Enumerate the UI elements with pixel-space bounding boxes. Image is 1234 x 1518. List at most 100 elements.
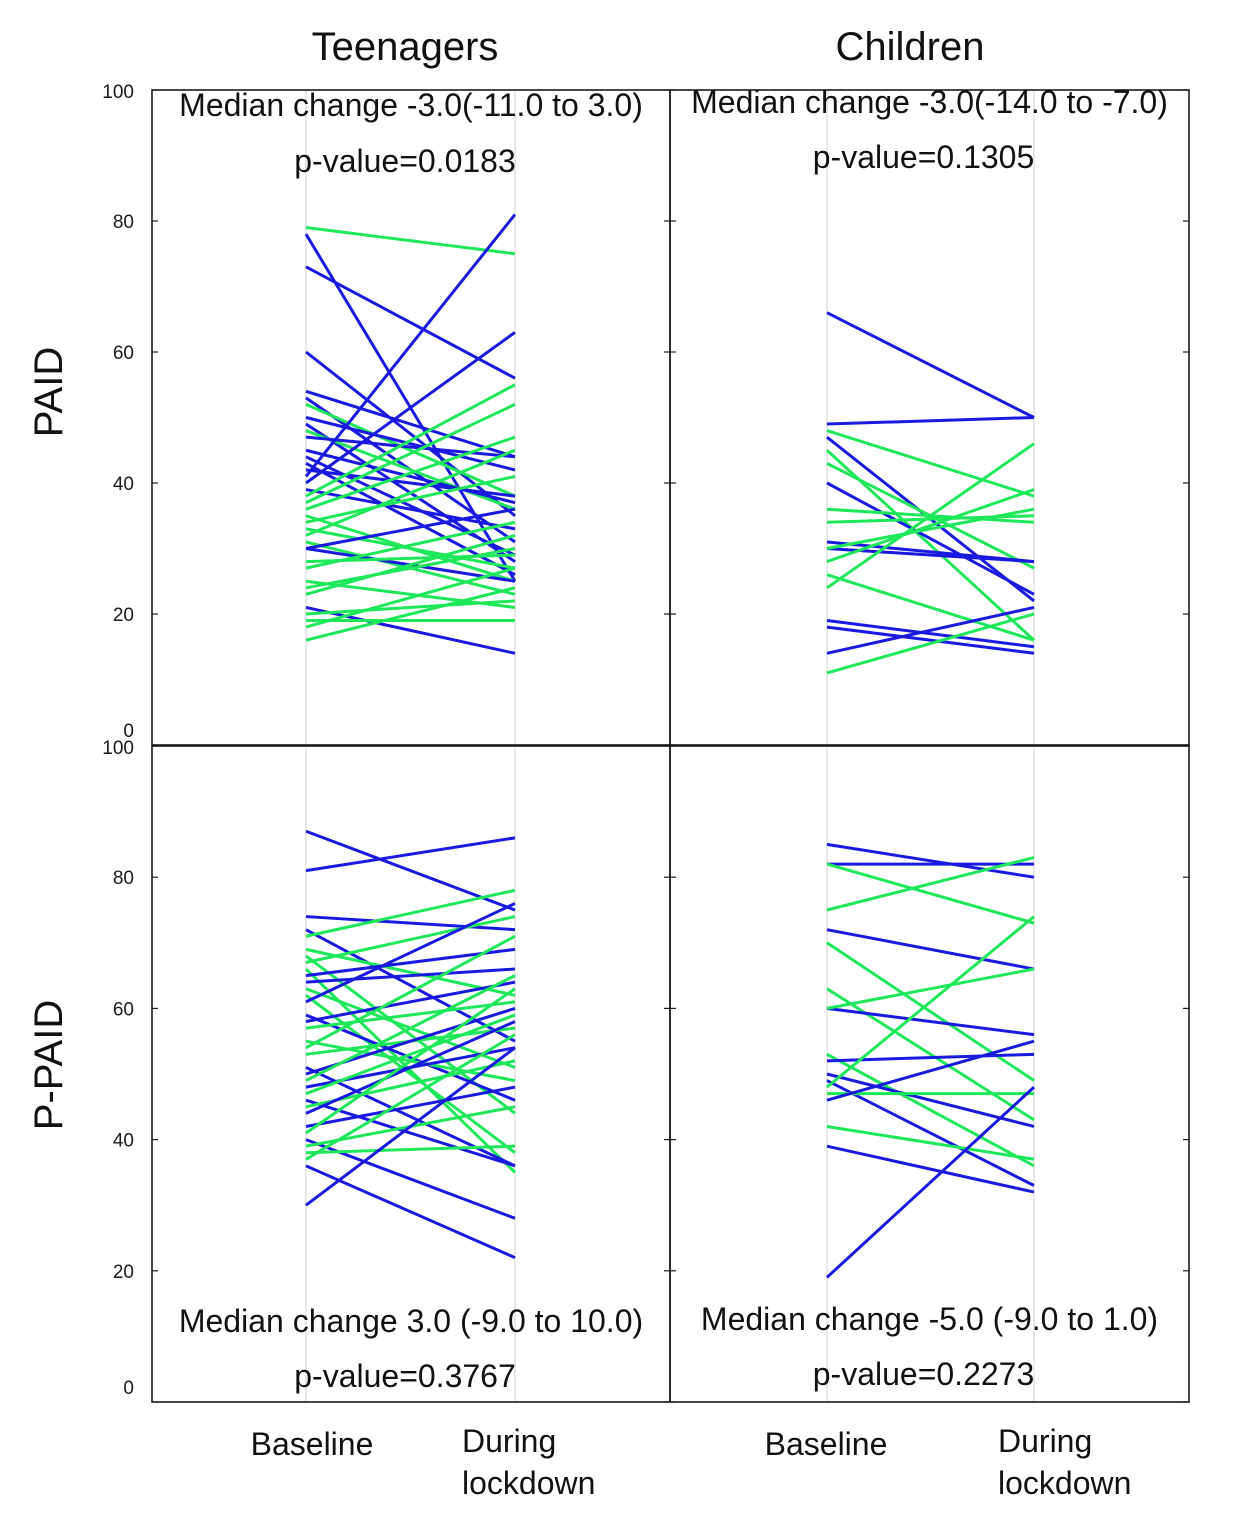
subject-line-teen-ppaid-35 (305, 1164, 516, 1260)
subject-line-teen-ppaid-17 (305, 1000, 516, 1030)
subject-line-teen-paid-3 (305, 265, 516, 380)
subject-line-child-paid-12 (826, 488, 1035, 564)
subject-line-teen-ppaid-36 (305, 1046, 516, 1207)
subject-line-teen-ppaid-5 (305, 888, 516, 938)
y-tick-label: 100 (102, 738, 134, 759)
y-tick-label: 20 (113, 1262, 134, 1283)
subject-line-child-ppaid-17 (826, 1124, 1035, 1161)
subject-line-teen-paid-20 (305, 403, 516, 505)
subject-line-child-paid-15 (826, 619, 1035, 649)
y-tick-label: 100 (102, 82, 134, 103)
subject-line-child-ppaid-8 (826, 1006, 1035, 1037)
panel-teen-paid: 0 20 40 60 80 100 Median change -3.0(-11.0 to … (102, 82, 671, 746)
subject-line-child-ppaid-13 (826, 1079, 1035, 1187)
subject-line-teen-ppaid-11 (305, 967, 516, 984)
subject-line-teen-paid-30 (305, 520, 516, 570)
subject-line-child-ppaid-1 (826, 842, 1035, 879)
p-value-annotation: p-value=0.2273 (813, 1356, 1035, 1392)
panel-teen-ppaid: 0 20 40 60 80 100 Median change 3.0 (-9.0 to 1… (102, 738, 671, 1403)
subject-line-teen-paid-1 (305, 226, 516, 256)
subject-line-teen-ppaid-33 (305, 1144, 516, 1155)
subject-line-teen-paid-21 (305, 435, 516, 511)
subject-line-teen-ppaid-16 (305, 980, 516, 1023)
subject-line-teen-paid-24 (305, 527, 516, 570)
plot-frame (151, 89, 671, 746)
p-value-annotation: p-value=0.1305 (813, 139, 1035, 175)
p-value-annotation: p-value=0.0183 (294, 143, 516, 179)
panel-child-paid: Median change -3.0(-14.0 to -7.0) p-value… (669, 84, 1190, 746)
subject-line-teen-paid-5 (305, 389, 516, 459)
subject-line-child-paid-1 (826, 311, 1035, 419)
subject-line-teen-paid-23 (305, 474, 516, 524)
subject-line-teen-ppaid-25 (305, 1013, 516, 1096)
subject-line-teen-paid-4 (305, 350, 516, 517)
subject-line-teen-paid-15 (305, 468, 516, 498)
subject-line-child-paid-13 (826, 573, 1035, 642)
subject-line-child-paid-3 (826, 429, 1035, 498)
x-category-lockdown-child-line1: During (998, 1423, 1092, 1459)
subject-line-teen-ppaid-19 (305, 934, 516, 1050)
subject-line-teen-ppaid-30 (305, 987, 516, 1135)
subject-line-teen-ppaid-4 (305, 928, 516, 1043)
subject-line-teen-ppaid-23 (305, 974, 516, 1082)
subject-line-teen-paid-34 (305, 605, 516, 655)
subject-line-teen-paid-19 (305, 383, 516, 498)
subject-line-teen-paid-11 (305, 435, 516, 459)
subject-line-child-ppaid-7 (826, 987, 1035, 1122)
subject-line-teen-ppaid-13 (305, 994, 516, 1154)
subject-line-child-paid-18 (826, 612, 1035, 675)
y-tick-label: 60 (113, 999, 134, 1020)
subject-line-teen-paid-25 (305, 448, 516, 537)
y-tick-label: 80 (113, 212, 134, 233)
subject-line-teen-ppaid-21 (305, 1066, 516, 1168)
subject-line-teen-paid-35 (305, 599, 516, 616)
subject-line-child-ppaid-14 (826, 915, 1035, 1089)
panel-title-teenagers: Teenagers (312, 25, 499, 69)
p-value-annotation: p-value=0.3767 (294, 1358, 516, 1394)
subject-line-teen-ppaid-8 (305, 915, 516, 964)
subject-line-child-paid-2 (826, 416, 1035, 426)
subject-line-teen-ppaid-2 (305, 836, 516, 873)
subject-line-child-paid-14 (826, 442, 1035, 590)
subject-line-teen-paid-32 (305, 547, 516, 590)
panel-child-ppaid: Median change -5.0 (-9.0 to 1.0) p-value=… (669, 745, 1190, 1403)
row-title-p-paid: P-PAID (27, 1000, 71, 1130)
subject-line-teen-paid-37 (305, 586, 516, 642)
x-category-lockdown-child-line2: lockdown (998, 1465, 1131, 1501)
y-tick-label: 0 (123, 721, 134, 742)
y-tick-label: 60 (113, 343, 134, 364)
subject-line-teen-ppaid-3 (305, 915, 516, 932)
subject-line-child-paid-17 (826, 605, 1035, 655)
subject-line-teen-ppaid-34 (305, 1033, 516, 1161)
median-change-annotation: Median change -3.0(-14.0 to -7.0) (691, 84, 1168, 120)
x-category-lockdown-teen-line2: lockdown (462, 1465, 595, 1501)
median-change-annotation: Median change -3.0(-11.0 to 3.0) (179, 87, 643, 123)
x-category-baseline-teen: Baseline (251, 1426, 374, 1462)
subject-line-child-paid-16 (826, 625, 1035, 655)
y-tick-label: 40 (113, 474, 134, 495)
plot-frame (669, 89, 1190, 746)
subject-line-child-ppaid-9 (826, 967, 1035, 1010)
subject-line-teen-ppaid-29 (305, 1085, 516, 1128)
subject-line-teen-paid-10 (305, 429, 516, 511)
x-category-lockdown-teen-line1: During (462, 1423, 556, 1459)
subject-line-child-ppaid-18 (826, 1144, 1035, 1194)
median-change-annotation: Median change -5.0 (-9.0 to 1.0) (701, 1301, 1158, 1337)
subject-line-teen-paid-27 (305, 507, 516, 550)
x-category-baseline-child: Baseline (765, 1426, 888, 1462)
subject-line-teen-paid-16 (304, 213, 517, 478)
subject-line-teen-paid-33 (305, 533, 516, 596)
median-change-annotation: Median change 3.0 (-9.0 to 10.0) (179, 1303, 643, 1339)
subject-line-teen-ppaid-28 (305, 1020, 516, 1115)
subject-line-teen-paid-36 (305, 566, 516, 629)
subject-line-child-ppaid-19 (825, 1086, 1036, 1279)
subject-line-child-ppaid-16 (826, 1039, 1035, 1102)
subject-line-child-paid-7 (826, 481, 1035, 596)
subject-line-child-ppaid-5 (826, 928, 1035, 971)
subject-line-teen-ppaid-14 (305, 902, 516, 1004)
subject-line-child-ppaid-10 (826, 1052, 1035, 1168)
y-tick-label: 0 (123, 1378, 134, 1399)
plot-frame (669, 745, 1190, 1403)
row-title-paid: PAID (27, 347, 71, 437)
subject-line-child-ppaid-6 (826, 941, 1035, 1082)
